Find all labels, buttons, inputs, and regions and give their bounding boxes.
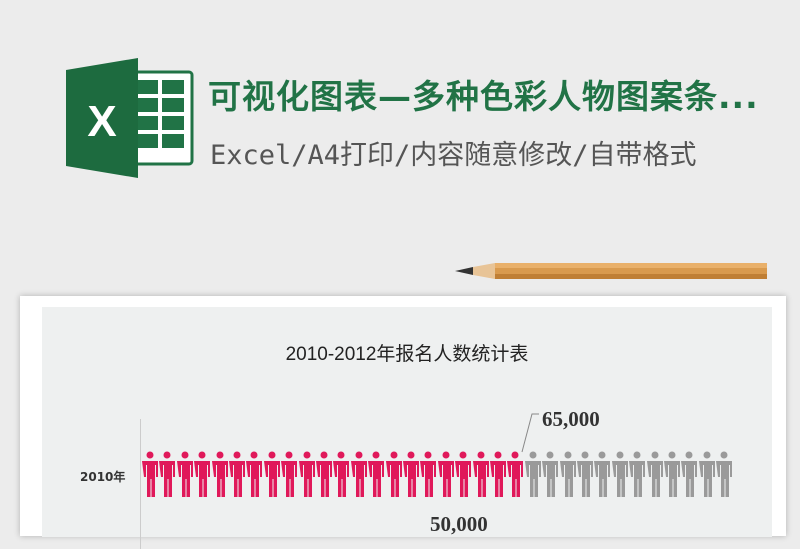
person-icon-filled	[333, 451, 350, 497]
chart-area: 2010-2012年报名人数统计表 2010年 65,000 50,000	[42, 307, 772, 549]
data-label-2011: 50,000	[430, 512, 488, 536]
person-icon-filled	[368, 451, 385, 497]
svg-text:X: X	[87, 97, 116, 146]
leader-line	[521, 413, 539, 453]
person-icon-empty	[664, 451, 680, 497]
person-icon-filled	[316, 451, 332, 497]
person-icon-filled	[142, 451, 158, 497]
banner-subtitle: Excel/A4打印/内容随意修改/自带格式	[210, 140, 697, 171]
person-icon-filled	[281, 451, 298, 497]
y-axis	[140, 419, 141, 549]
excel-logo: X	[66, 58, 194, 178]
person-icon-filled	[507, 451, 524, 497]
person-icon-filled	[246, 451, 263, 497]
person-icon-empty	[646, 451, 663, 497]
person-icon-filled	[437, 451, 454, 497]
banner-title: 可视化图表—多种色彩人物图案条...	[208, 77, 759, 116]
y-label-2010: 2010年	[80, 470, 126, 484]
person-icon-empty	[577, 451, 593, 497]
person-icon-empty	[698, 451, 715, 497]
person-icon-empty	[524, 451, 541, 497]
person-icon-filled	[229, 451, 245, 497]
pictogram-row-2010	[141, 451, 741, 499]
person-icon-filled	[490, 451, 506, 497]
person-icon-filled	[263, 451, 280, 497]
person-icon-filled	[472, 451, 489, 497]
person-icon-filled	[455, 451, 472, 497]
person-icon-filled	[385, 451, 402, 497]
person-icon-filled	[350, 451, 367, 497]
person-icon-empty	[559, 451, 576, 497]
person-icon-empty	[542, 451, 559, 497]
data-label-2010: 65,000	[542, 407, 600, 431]
pencil-decoration	[455, 263, 767, 279]
person-icon-empty	[716, 451, 733, 497]
person-icon-empty	[594, 451, 611, 497]
person-icon-empty	[611, 451, 628, 497]
person-icon-filled	[298, 451, 315, 497]
person-icon-empty	[681, 451, 698, 497]
person-icon-empty	[629, 451, 646, 497]
person-icon-filled	[420, 451, 437, 497]
person-icon-filled	[403, 451, 419, 497]
person-icon-filled	[159, 451, 176, 497]
person-icon-filled	[194, 451, 211, 497]
person-icon-filled	[211, 451, 228, 497]
person-icon-filled	[176, 451, 193, 497]
chart-title: 2010-2012年报名人数统计表	[285, 344, 529, 365]
